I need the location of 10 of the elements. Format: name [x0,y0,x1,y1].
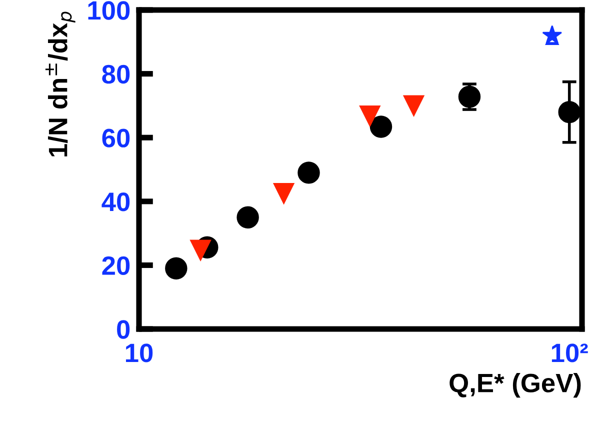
y-tick-label: 80 [102,64,130,84]
y-tick-label: 0 [117,320,130,339]
y-tick-label: 20 [102,256,130,276]
y-tick-label: 60 [102,128,130,148]
y-axis-title: 1/N dn$^{±}$/dx$_{p}$ [45,12,76,156]
y-tick-label: 100 [88,1,130,20]
x-tick-label: 10 [126,344,153,362]
x-axis-title: Q,E* (GeV) [450,373,581,398]
x-tick-label: 10² [552,344,588,362]
y-tick-label: 40 [102,192,130,212]
